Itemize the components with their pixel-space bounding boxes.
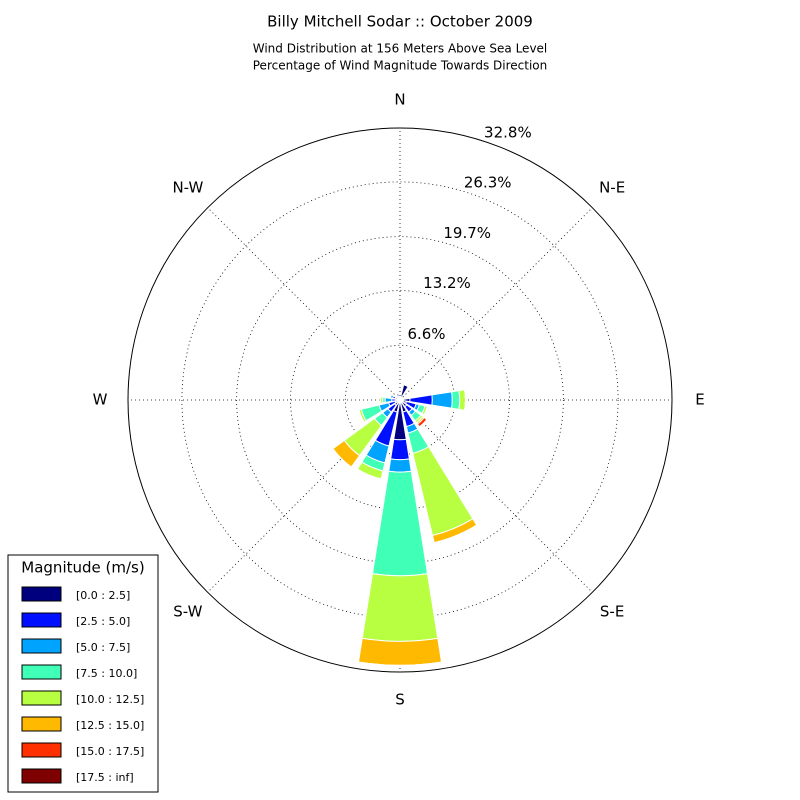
- rose-segment: [384, 397, 393, 403]
- rose-segment: [358, 661, 442, 666]
- chart-subtitle: Percentage of Wind Magnitude Towards Dir…: [253, 59, 547, 73]
- direction-label: N: [394, 91, 405, 109]
- legend-label: [10.0 : 12.5]: [76, 693, 144, 706]
- radial-grid-line: [399, 399, 593, 593]
- direction-label: E: [695, 391, 704, 409]
- rose-segment: [464, 389, 467, 411]
- rose-segment: [371, 470, 429, 577]
- legend-swatch: [21, 638, 62, 654]
- radial-grid-line: [207, 399, 401, 593]
- radial-grid-line: [207, 207, 401, 401]
- direction-label: S-E: [600, 603, 624, 621]
- legend-label: [7.5 : 10.0]: [76, 667, 137, 680]
- r-tick-label: 19.7%: [443, 224, 491, 242]
- r-tick-label: 6.6%: [407, 325, 445, 343]
- legend-swatch: [21, 664, 62, 680]
- legend-swatch: [21, 612, 62, 628]
- r-tick-label: 32.8%: [484, 123, 532, 141]
- r-tick-label: 13.2%: [423, 274, 471, 292]
- rose-segment: [388, 458, 412, 473]
- direction-label: S: [395, 691, 405, 709]
- chart-subtitle: Wind Distribution at 156 Meters Above Se…: [253, 42, 548, 56]
- direction-label: S-W: [173, 603, 202, 621]
- rose-segment: [390, 438, 410, 461]
- legend-swatch: [21, 768, 62, 784]
- rose-segment: [431, 391, 453, 409]
- legend-swatch: [21, 742, 62, 758]
- legend-label: [0.0 : 2.5]: [76, 589, 130, 602]
- direction-label: W: [93, 391, 108, 409]
- r-tick-label: 26.3%: [464, 173, 512, 191]
- rose-segment: [358, 409, 365, 423]
- legend-label: [12.5 : 15.0]: [76, 719, 144, 732]
- rose-segment: [403, 384, 409, 387]
- grid-circle: [181, 181, 619, 619]
- chart-title: Billy Mitchell Sodar :: October 2009: [267, 13, 533, 31]
- rose-segment: [396, 393, 399, 395]
- legend-swatch: [21, 690, 62, 706]
- radial-grid-line: [399, 207, 593, 401]
- legend-label: [2.5 : 5.0]: [76, 615, 130, 628]
- rose-segment: [361, 573, 439, 642]
- legend-title: Magnitude (m/s): [21, 559, 144, 577]
- legend-swatch: [21, 586, 62, 602]
- legend-label: [17.5 : inf]: [76, 771, 134, 784]
- rose-segment: [389, 394, 392, 398]
- legend-label: [5.0 : 7.5]: [76, 641, 130, 654]
- rose-segment: [451, 390, 461, 410]
- rose-segment: [332, 448, 352, 468]
- rose-segment: [412, 445, 474, 537]
- direction-label: N-E: [599, 178, 625, 196]
- rose-segment: [357, 637, 443, 666]
- legend-swatch: [21, 716, 62, 732]
- outer-circle: [127, 127, 673, 673]
- legend-label: [15.0 : 17.5]: [76, 745, 144, 758]
- rose-segment: [458, 389, 467, 411]
- direction-label: N-W: [172, 178, 203, 196]
